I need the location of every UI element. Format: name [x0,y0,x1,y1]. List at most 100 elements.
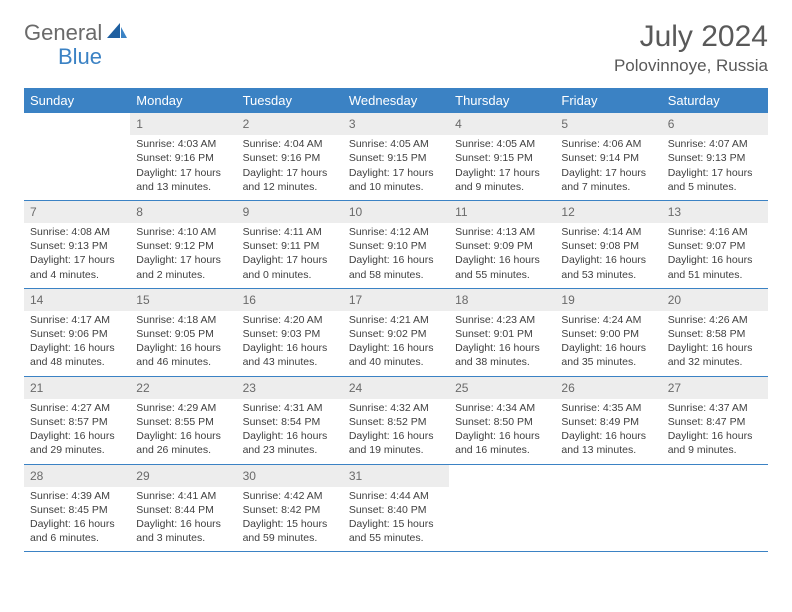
sunset-text: Sunset: 9:16 PM [243,151,337,165]
weekday-header: Tuesday [237,88,343,113]
weekday-header: Thursday [449,88,555,113]
calendar-week-row: 7Sunrise: 4:08 AMSunset: 9:13 PMDaylight… [24,200,768,288]
calendar-day-cell: 18Sunrise: 4:23 AMSunset: 9:01 PMDayligh… [449,288,555,376]
calendar-day-cell: 30Sunrise: 4:42 AMSunset: 8:42 PMDayligh… [237,464,343,552]
day-details: Sunrise: 4:23 AMSunset: 9:01 PMDaylight:… [449,311,555,376]
calendar-day-cell: 28Sunrise: 4:39 AMSunset: 8:45 PMDayligh… [24,464,130,552]
calendar-table: Sunday Monday Tuesday Wednesday Thursday… [24,88,768,552]
daylight-text: Daylight: 16 hours and 51 minutes. [668,253,762,281]
daylight-text: Daylight: 16 hours and 13 minutes. [561,429,655,457]
day-details: Sunrise: 4:04 AMSunset: 9:16 PMDaylight:… [237,135,343,200]
calendar-day-cell [449,464,555,552]
calendar-day-cell: 6Sunrise: 4:07 AMSunset: 9:13 PMDaylight… [662,113,768,200]
day-number: 12 [555,201,661,223]
day-details: Sunrise: 4:42 AMSunset: 8:42 PMDaylight:… [237,487,343,552]
sunset-text: Sunset: 8:42 PM [243,503,337,517]
calendar-day-cell: 7Sunrise: 4:08 AMSunset: 9:13 PMDaylight… [24,200,130,288]
daylight-text: Daylight: 16 hours and 19 minutes. [349,429,443,457]
day-number: 6 [662,113,768,135]
day-number: 10 [343,201,449,223]
sunrise-text: Sunrise: 4:05 AM [455,137,549,151]
day-number: 20 [662,289,768,311]
sunrise-text: Sunrise: 4:39 AM [30,489,124,503]
sunrise-text: Sunrise: 4:05 AM [349,137,443,151]
calendar-day-cell [555,464,661,552]
day-number: 5 [555,113,661,135]
daylight-text: Daylight: 17 hours and 9 minutes. [455,166,549,194]
day-details: Sunrise: 4:44 AMSunset: 8:40 PMDaylight:… [343,487,449,552]
daylight-text: Daylight: 16 hours and 40 minutes. [349,341,443,369]
daylight-text: Daylight: 17 hours and 7 minutes. [561,166,655,194]
daylight-text: Daylight: 16 hours and 53 minutes. [561,253,655,281]
sunset-text: Sunset: 9:13 PM [668,151,762,165]
sunset-text: Sunset: 9:06 PM [30,327,124,341]
day-number: 25 [449,377,555,399]
day-details: Sunrise: 4:26 AMSunset: 8:58 PMDaylight:… [662,311,768,376]
daylight-text: Daylight: 16 hours and 32 minutes. [668,341,762,369]
sunset-text: Sunset: 9:09 PM [455,239,549,253]
sunrise-text: Sunrise: 4:10 AM [136,225,230,239]
calendar-day-cell: 13Sunrise: 4:16 AMSunset: 9:07 PMDayligh… [662,200,768,288]
sunset-text: Sunset: 9:10 PM [349,239,443,253]
calendar-day-cell: 1Sunrise: 4:03 AMSunset: 9:16 PMDaylight… [130,113,236,200]
sunrise-text: Sunrise: 4:21 AM [349,313,443,327]
sunrise-text: Sunrise: 4:14 AM [561,225,655,239]
calendar-day-cell: 5Sunrise: 4:06 AMSunset: 9:14 PMDaylight… [555,113,661,200]
day-number: 28 [24,465,130,487]
day-details: Sunrise: 4:11 AMSunset: 9:11 PMDaylight:… [237,223,343,288]
day-number: 31 [343,465,449,487]
day-number: 13 [662,201,768,223]
day-details: Sunrise: 4:37 AMSunset: 8:47 PMDaylight:… [662,399,768,464]
daylight-text: Daylight: 17 hours and 12 minutes. [243,166,337,194]
day-details: Sunrise: 4:05 AMSunset: 9:15 PMDaylight:… [449,135,555,200]
calendar-day-cell: 27Sunrise: 4:37 AMSunset: 8:47 PMDayligh… [662,376,768,464]
daylight-text: Daylight: 16 hours and 38 minutes. [455,341,549,369]
sunrise-text: Sunrise: 4:37 AM [668,401,762,415]
sunset-text: Sunset: 8:44 PM [136,503,230,517]
day-details: Sunrise: 4:17 AMSunset: 9:06 PMDaylight:… [24,311,130,376]
weekday-header: Saturday [662,88,768,113]
sunset-text: Sunset: 9:05 PM [136,327,230,341]
sunrise-text: Sunrise: 4:24 AM [561,313,655,327]
day-number: 24 [343,377,449,399]
day-details: Sunrise: 4:12 AMSunset: 9:10 PMDaylight:… [343,223,449,288]
day-details: Sunrise: 4:32 AMSunset: 8:52 PMDaylight:… [343,399,449,464]
sunset-text: Sunset: 9:13 PM [30,239,124,253]
calendar-day-cell: 11Sunrise: 4:13 AMSunset: 9:09 PMDayligh… [449,200,555,288]
day-number: 27 [662,377,768,399]
day-details: Sunrise: 4:08 AMSunset: 9:13 PMDaylight:… [24,223,130,288]
sunrise-text: Sunrise: 4:41 AM [136,489,230,503]
brand-logo: General [24,20,130,46]
daylight-text: Daylight: 17 hours and 0 minutes. [243,253,337,281]
calendar-week-row: 21Sunrise: 4:27 AMSunset: 8:57 PMDayligh… [24,376,768,464]
day-details: Sunrise: 4:16 AMSunset: 9:07 PMDaylight:… [662,223,768,288]
sunset-text: Sunset: 9:12 PM [136,239,230,253]
calendar-day-cell: 3Sunrise: 4:05 AMSunset: 9:15 PMDaylight… [343,113,449,200]
sunset-text: Sunset: 8:58 PM [668,327,762,341]
day-details: Sunrise: 4:14 AMSunset: 9:08 PMDaylight:… [555,223,661,288]
sunset-text: Sunset: 9:15 PM [349,151,443,165]
daylight-text: Daylight: 16 hours and 35 minutes. [561,341,655,369]
calendar-day-cell: 19Sunrise: 4:24 AMSunset: 9:00 PMDayligh… [555,288,661,376]
sunset-text: Sunset: 9:16 PM [136,151,230,165]
calendar-day-cell: 10Sunrise: 4:12 AMSunset: 9:10 PMDayligh… [343,200,449,288]
day-details: Sunrise: 4:03 AMSunset: 9:16 PMDaylight:… [130,135,236,200]
sunset-text: Sunset: 9:14 PM [561,151,655,165]
sunrise-text: Sunrise: 4:18 AM [136,313,230,327]
calendar-week-row: 1Sunrise: 4:03 AMSunset: 9:16 PMDaylight… [24,113,768,200]
daylight-text: Daylight: 17 hours and 13 minutes. [136,166,230,194]
sunset-text: Sunset: 9:01 PM [455,327,549,341]
day-number: 14 [24,289,130,311]
sunrise-text: Sunrise: 4:16 AM [668,225,762,239]
calendar-week-row: 28Sunrise: 4:39 AMSunset: 8:45 PMDayligh… [24,464,768,552]
calendar-week-row: 14Sunrise: 4:17 AMSunset: 9:06 PMDayligh… [24,288,768,376]
sunrise-text: Sunrise: 4:03 AM [136,137,230,151]
day-details: Sunrise: 4:20 AMSunset: 9:03 PMDaylight:… [237,311,343,376]
daylight-text: Daylight: 15 hours and 59 minutes. [243,517,337,545]
daylight-text: Daylight: 16 hours and 46 minutes. [136,341,230,369]
sunset-text: Sunset: 8:52 PM [349,415,443,429]
calendar-day-cell: 14Sunrise: 4:17 AMSunset: 9:06 PMDayligh… [24,288,130,376]
day-details: Sunrise: 4:41 AMSunset: 8:44 PMDaylight:… [130,487,236,552]
calendar-day-cell: 8Sunrise: 4:10 AMSunset: 9:12 PMDaylight… [130,200,236,288]
weekday-header: Friday [555,88,661,113]
